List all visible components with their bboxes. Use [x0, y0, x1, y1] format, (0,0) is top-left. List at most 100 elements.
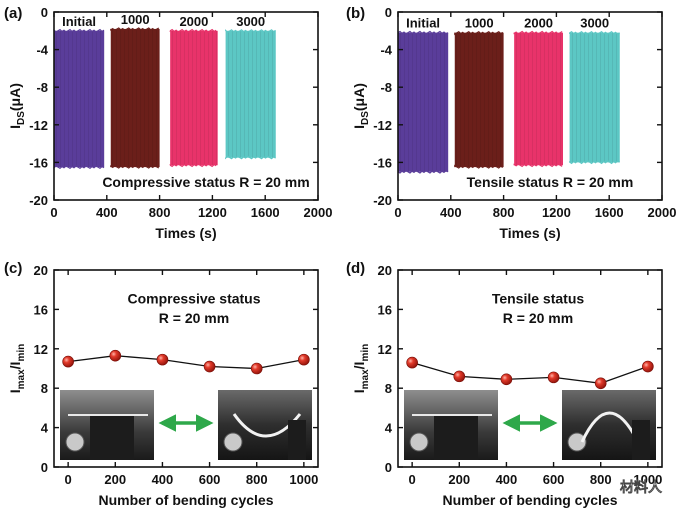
condition-annotation: Tensile status R = 20 mm — [467, 174, 634, 190]
x-axis-title: Times (s) — [155, 225, 216, 241]
x-tick-label: 1200 — [198, 205, 227, 220]
panel-a: Initial 1000 2000 3000 (a) 0 400 800 1200 1600 200… — [4, 5, 332, 241]
y-tick-label: -8 — [380, 80, 392, 95]
y-tick-label: 20 — [378, 263, 392, 278]
y-tick-label: 20 — [34, 263, 48, 278]
current-band-edge — [110, 164, 160, 169]
ratio-point — [594, 377, 607, 390]
plot-frame — [53, 11, 319, 201]
x-tick-label: 200 — [448, 472, 470, 487]
plot-frame — [397, 11, 663, 201]
y-axis-title-main: I — [351, 125, 367, 129]
condition-annotation-line2: R = 20 mm — [503, 310, 573, 326]
photo-film-convex — [580, 411, 640, 443]
current-band-edge — [569, 30, 620, 35]
x-tick-label: 800 — [149, 205, 171, 220]
condition-annotation-line1: Compressive status — [127, 290, 260, 306]
ratio-point — [547, 371, 560, 384]
ratio-point — [298, 353, 310, 366]
plot-frame — [53, 269, 319, 468]
current-band-texture — [54, 30, 105, 168]
inset-photo-flat — [60, 390, 154, 460]
panel-label: (d) — [346, 260, 365, 277]
current-band-edge — [569, 160, 620, 165]
y-axis-title-sub1: max — [16, 369, 27, 389]
current-band-texture — [398, 32, 449, 172]
y-tick-label: -20 — [29, 193, 48, 208]
photo-clamp — [288, 420, 306, 460]
current-band-edge — [397, 30, 449, 35]
y-tick-label: 0 — [385, 460, 392, 475]
ratio-point — [453, 370, 466, 383]
current-band-texture — [170, 30, 218, 166]
y-axis-title-mid: /I — [7, 362, 23, 370]
series-label: 1000 — [465, 16, 494, 31]
y-axis-title-sub2: min — [16, 344, 27, 362]
y-tick-label: -12 — [29, 118, 48, 133]
x-axis-title: Number of bending cycles — [442, 492, 617, 508]
y-tick-label: 16 — [378, 302, 392, 317]
current-band-texture — [454, 32, 504, 168]
current-band-edge — [169, 28, 217, 33]
current-band-texture — [110, 28, 160, 168]
photo-screw — [409, 432, 429, 452]
current-band-edge — [53, 165, 105, 170]
current-band-edge — [454, 164, 504, 169]
ratio-point — [203, 360, 216, 373]
y-axis-title-sub: DS — [360, 111, 371, 125]
x-axis-title: Number of bending cycles — [98, 492, 273, 508]
series-label: Initial — [62, 14, 96, 29]
y-tick-label: -16 — [29, 155, 48, 170]
y-tick-label: 8 — [385, 381, 392, 396]
y-tick-label: -20 — [373, 193, 392, 208]
x-tick-label: 1600 — [251, 205, 280, 220]
current-band-edge — [454, 31, 504, 36]
y-axis-title-main: I — [7, 125, 23, 129]
x-tick-label: 2000 — [304, 205, 333, 220]
ratio-point — [642, 360, 654, 373]
y-tick-label: 0 — [41, 460, 48, 475]
panel-c: (c) 0 200 400 600 800 1000 0 4 8 12 16 20 Number of b… — [4, 260, 319, 508]
y-tick-label: 12 — [378, 342, 392, 357]
y-tick-label: 0 — [385, 5, 392, 20]
inset-photo-flat — [404, 390, 498, 460]
watermark-text: 材料人 — [620, 479, 663, 495]
y-tick-label: 16 — [34, 302, 48, 317]
y-axis-title-sub: DS — [16, 111, 27, 125]
y-axis-title-unit: (μA) — [351, 83, 367, 111]
x-tick-label: 0 — [394, 205, 401, 220]
x-tick-label: 1000 — [289, 472, 318, 487]
series-label: 2000 — [179, 14, 208, 29]
ratio-point — [250, 362, 263, 375]
x-tick-label: 800 — [246, 472, 268, 487]
current-band-edge — [110, 27, 160, 32]
x-tick-label: 0 — [409, 472, 416, 487]
x-tick-label: 1000 — [633, 472, 662, 487]
x-tick-label: 400 — [496, 472, 518, 487]
y-tick-label: 8 — [41, 381, 48, 396]
series-label: 3000 — [236, 14, 265, 29]
current-band-texture — [569, 32, 620, 163]
x-tick-label: 0 — [50, 205, 57, 220]
series-label: 3000 — [580, 16, 609, 31]
y-tick-label: -12 — [373, 118, 392, 133]
condition-annotation: Compressive status R = 20 mm — [102, 174, 309, 190]
panel-b: Initial 1000 2000 3000 (b) 0 400 800 1200 1600 200… — [346, 5, 676, 241]
plot-frame — [397, 269, 663, 468]
x-tick-label: 400 — [152, 472, 174, 487]
x-tick-label: 1600 — [595, 205, 624, 220]
x-tick-label: 1200 — [542, 205, 571, 220]
y-tick-label: -4 — [380, 43, 392, 58]
y-axis-title-unit: (μA) — [7, 83, 23, 111]
current-band-texture — [225, 30, 276, 158]
ratio-point — [109, 349, 122, 362]
x-tick-label: 600 — [543, 472, 565, 487]
y-tick-label: 4 — [41, 421, 49, 436]
ratio-point — [500, 373, 513, 386]
x-tick-label: 2000 — [648, 205, 677, 220]
current-band-edge — [169, 163, 217, 168]
y-tick-label: 12 — [34, 342, 48, 357]
y-tick-label: 0 — [41, 5, 48, 20]
ratio-point — [406, 356, 418, 369]
